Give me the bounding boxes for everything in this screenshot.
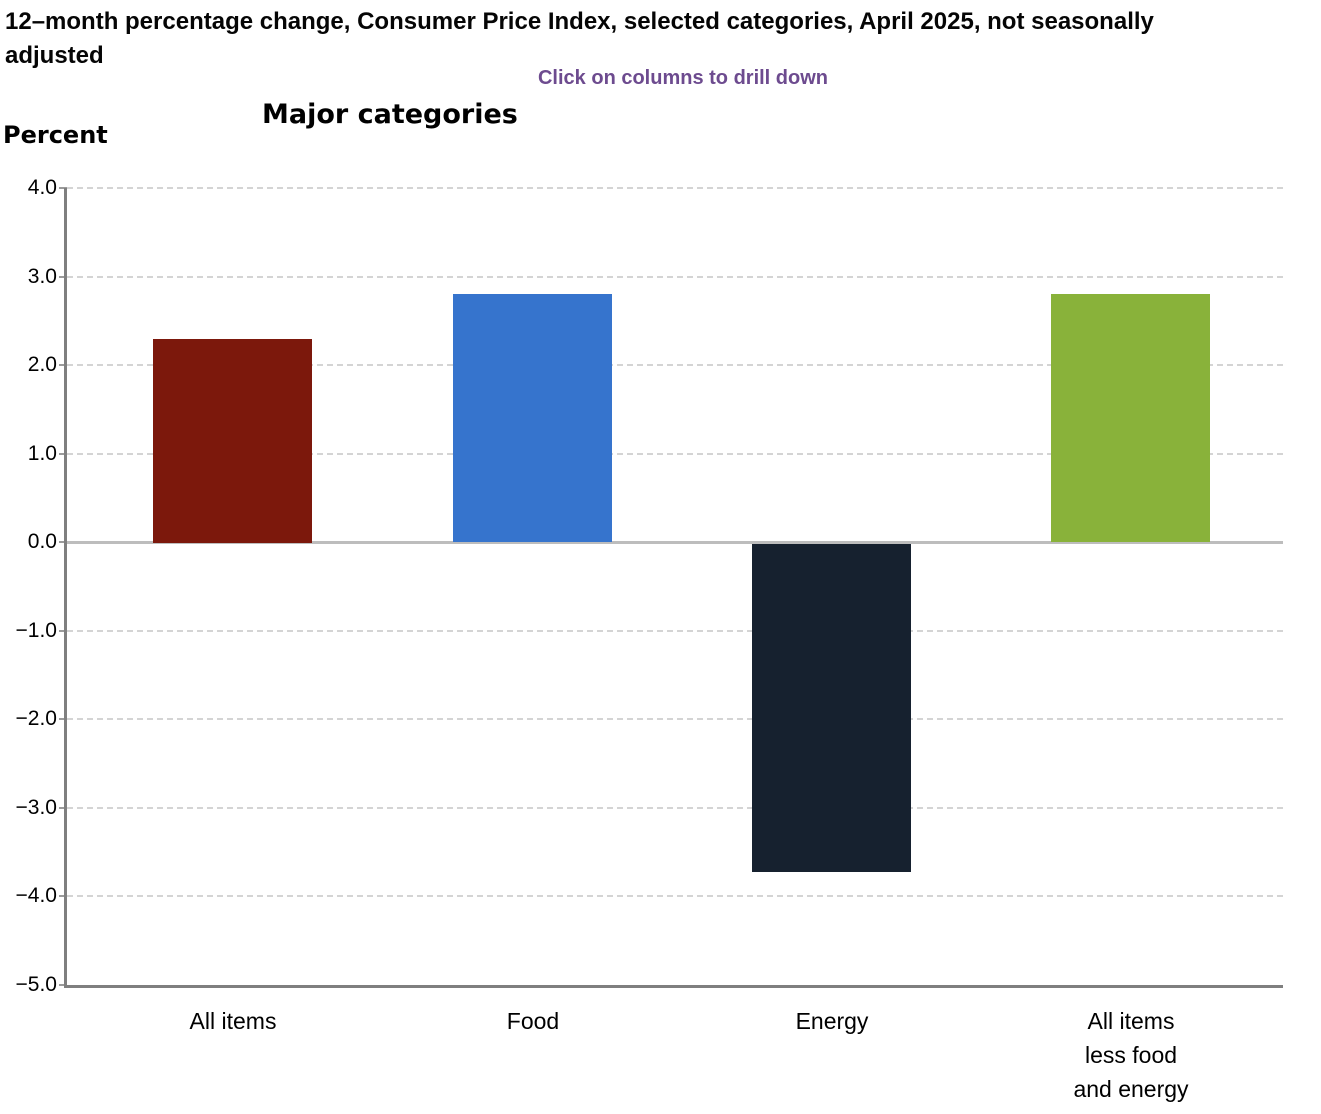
gridline (67, 276, 1283, 278)
x-axis-line (64, 985, 1283, 988)
y-axis-tick (59, 453, 67, 455)
x-category-label-all-items: All items less food and energy (1073, 1008, 1189, 1102)
gridline (67, 718, 1283, 720)
y-axis-tick (59, 807, 67, 809)
gridline (67, 364, 1283, 366)
y-tick-label: 1.0 (27, 442, 57, 465)
gridline (67, 807, 1283, 809)
chart-title: 12–month percentage change, Consumer Pri… (5, 8, 1154, 69)
gridline (67, 630, 1283, 632)
drilldown-hint: Click on columns to drill down (537, 67, 829, 89)
y-tick-label: −1.0 (15, 619, 57, 642)
x-category-label-energy: Energy (795, 1008, 869, 1034)
y-tick-label: 4.0 (27, 176, 57, 199)
bar-food[interactable] (453, 294, 612, 542)
bar-energy[interactable] (752, 544, 911, 872)
section-title: Major categories (262, 99, 518, 130)
x-category-label-food: Food (506, 1008, 560, 1034)
y-tick-label: 2.0 (27, 353, 57, 376)
bar-all-items[interactable] (153, 339, 312, 543)
y-axis-tick (59, 718, 67, 720)
y-axis-tick (59, 187, 67, 189)
x-category-label-all-items: All items (189, 1008, 277, 1034)
y-axis-tick (59, 630, 67, 632)
y-axis-tick (59, 276, 67, 278)
y-tick-label: −5.0 (15, 973, 57, 996)
y-axis-unit-label: Percent (3, 121, 108, 149)
y-axis-tick (59, 984, 67, 986)
y-tick-label: −3.0 (15, 796, 57, 819)
y-tick-label: −4.0 (15, 884, 57, 907)
bar-all-items[interactable] (1051, 294, 1210, 542)
y-axis-line (64, 188, 67, 988)
zero-baseline (67, 541, 1283, 544)
y-axis-tick (59, 364, 67, 366)
y-axis-tick (59, 541, 67, 543)
y-tick-label: 0.0 (27, 530, 57, 553)
gridline (67, 453, 1283, 455)
y-tick-label: −2.0 (15, 707, 57, 730)
gridline (67, 187, 1283, 189)
y-tick-label: 3.0 (27, 265, 57, 288)
gridline (67, 895, 1283, 897)
y-axis-tick (59, 895, 67, 897)
